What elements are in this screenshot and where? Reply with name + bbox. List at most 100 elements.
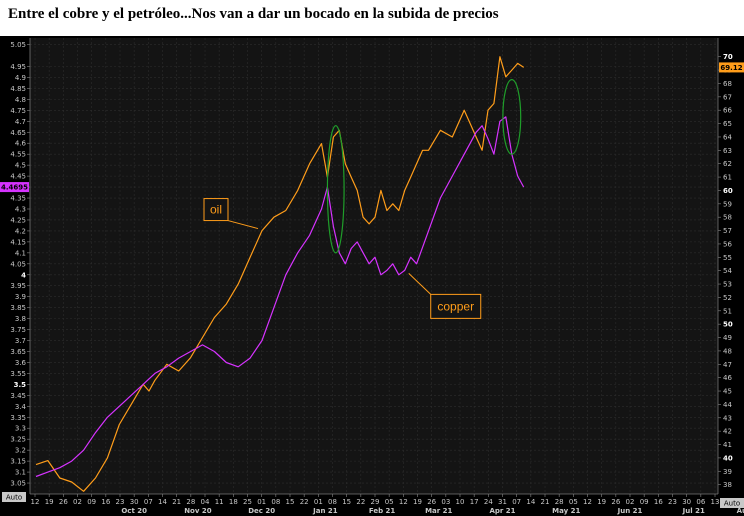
left-tick-label: 3.55 bbox=[10, 370, 26, 378]
left-tick-label: 3.3 bbox=[15, 425, 26, 433]
value-badges: 4.4695 69.12 Auto Auto bbox=[0, 62, 744, 508]
x-tick-label: 19 bbox=[45, 498, 54, 506]
x-tick-label: 21 bbox=[541, 498, 550, 506]
right-tick-label: 63 bbox=[723, 147, 732, 155]
x-tick-label: 12 bbox=[399, 498, 408, 506]
right-tick-label: 64 bbox=[723, 133, 732, 141]
right-tick-label: 65 bbox=[723, 120, 732, 128]
right-tick-label: 47 bbox=[723, 361, 732, 369]
right-tick-label: 46 bbox=[723, 374, 732, 382]
right-tick-label: 52 bbox=[723, 294, 732, 302]
x-tick-label: 15 bbox=[342, 498, 351, 506]
chart: 3.05 3.1 3.15 3.2 3.25 3.3 3.35 3.4 3.45 3.5 3.55 3… bbox=[0, 36, 744, 516]
right-tick-label: 42 bbox=[723, 428, 732, 436]
x-tick-label: 14 bbox=[526, 498, 535, 506]
oil-label-text: oil bbox=[210, 203, 222, 217]
x-tick-label: 10 bbox=[456, 498, 465, 506]
x-tick-label: 26 bbox=[427, 498, 436, 506]
x-month-label: Feb 21 bbox=[369, 507, 396, 515]
x-tick-label: 26 bbox=[59, 498, 68, 506]
x-tick-label: 15 bbox=[286, 498, 295, 506]
left-tick-label: 3.15 bbox=[10, 458, 26, 466]
x-tick-label: 07 bbox=[144, 498, 153, 506]
right-tick-label: 43 bbox=[723, 414, 732, 422]
left-tick-label: 4.75 bbox=[10, 107, 26, 115]
x-tick-label: 24 bbox=[484, 498, 493, 506]
left-auto-button[interactable] bbox=[2, 492, 26, 502]
right-tick-label: 38 bbox=[723, 481, 732, 489]
left-tick-label: 4.7 bbox=[15, 118, 26, 126]
x-tick-label: 16 bbox=[654, 498, 663, 506]
x-tick-label: 23 bbox=[668, 498, 677, 506]
right-tick-label: 61 bbox=[723, 174, 732, 182]
right-tick-label: 66 bbox=[723, 107, 732, 115]
right-tick-label: 59 bbox=[723, 200, 732, 208]
x-tick-label: 04 bbox=[201, 498, 210, 506]
left-tick-label: 3.85 bbox=[10, 304, 26, 312]
right-tick-label: 39 bbox=[723, 468, 732, 476]
left-tick-label: 4.25 bbox=[10, 216, 26, 224]
x-tick-label: 22 bbox=[356, 498, 365, 506]
x-month-label: Jul 21 bbox=[682, 507, 705, 515]
x-tick-label: 09 bbox=[640, 498, 649, 506]
left-tick-label: 4.35 bbox=[10, 195, 26, 203]
left-tick-label: 4.5 bbox=[15, 162, 26, 170]
right-tick-label: 67 bbox=[723, 93, 732, 101]
x-tick-label: 18 bbox=[229, 498, 238, 506]
copper-label-text: copper bbox=[437, 299, 474, 313]
x-tick-label: 30 bbox=[682, 498, 691, 506]
highlight-ellipse bbox=[502, 79, 522, 155]
x-axis: 12 19 26 02 09 16 23 30 07 14 21 28 04 11 18 25 01 08 15 22… bbox=[30, 493, 744, 515]
left-tick-label: 4.15 bbox=[10, 238, 26, 246]
x-tick-label: 21 bbox=[172, 498, 181, 506]
annotation-group: oil copper bbox=[203, 198, 482, 319]
x-tick-label: 03 bbox=[441, 498, 450, 506]
left-tick-label: 3.25 bbox=[10, 436, 26, 444]
left-tick-label: 5.05 bbox=[10, 41, 26, 49]
copper-label-box bbox=[430, 293, 482, 319]
left-tick-label: 4.8 bbox=[15, 96, 26, 104]
x-tick-label: 07 bbox=[512, 498, 521, 506]
right-auto-button[interactable] bbox=[720, 498, 744, 508]
x-month-label: Mar 21 bbox=[425, 507, 452, 515]
x-month-label: Dec 20 bbox=[248, 507, 275, 515]
plot-area bbox=[30, 38, 718, 494]
left-auto-label: Auto bbox=[6, 494, 22, 502]
right-tick-label: 57 bbox=[723, 227, 732, 235]
x-tick-label: 01 bbox=[257, 498, 266, 506]
oil-label-leader bbox=[227, 220, 259, 230]
left-tick-label: 3.05 bbox=[10, 480, 26, 488]
left-tick-label: 4.95 bbox=[10, 63, 26, 71]
x-tick-label: 22 bbox=[300, 498, 309, 506]
x-tick-label: 23 bbox=[116, 498, 125, 506]
left-tick-label: 3.35 bbox=[10, 414, 26, 422]
left-tick-label: 3.6 bbox=[15, 359, 27, 367]
x-tick-label: 31 bbox=[498, 498, 507, 506]
highlight-group bbox=[326, 79, 522, 254]
right-tick-label: 55 bbox=[723, 254, 732, 262]
left-tick-label: 3.95 bbox=[10, 282, 26, 290]
x-tick-label: 08 bbox=[271, 498, 280, 506]
right-tick-label: 40 bbox=[723, 454, 733, 462]
x-tick-label: 02 bbox=[626, 498, 635, 506]
right-tick-label: 70 bbox=[723, 53, 733, 61]
left-tick-label: 4.55 bbox=[10, 151, 26, 159]
left-tick-label: 3.75 bbox=[10, 326, 26, 334]
left-tick-label: 4.3 bbox=[15, 206, 26, 214]
left-tick-label: 3.7 bbox=[15, 337, 26, 345]
series-line-copper bbox=[35, 116, 525, 478]
right-auto-label: Auto bbox=[724, 500, 740, 508]
right-tick-label: 49 bbox=[723, 334, 732, 342]
right-tick-label: 62 bbox=[723, 160, 732, 168]
copper-label-leader bbox=[408, 273, 432, 295]
left-tick-label: 4 bbox=[21, 271, 26, 279]
left-tick-label: 4.85 bbox=[10, 85, 26, 93]
x-tick-label: 12 bbox=[583, 498, 592, 506]
right-tick-label: 68 bbox=[723, 80, 732, 88]
oil-last-value-text: 69.12 bbox=[720, 64, 742, 72]
x-tick-label: 17 bbox=[470, 498, 479, 506]
left-tick-label: 4.65 bbox=[10, 129, 26, 137]
left-tick-label: 3.1 bbox=[15, 469, 26, 477]
x-tick-label: 09 bbox=[87, 498, 96, 506]
copper-last-value-badge bbox=[0, 182, 29, 193]
